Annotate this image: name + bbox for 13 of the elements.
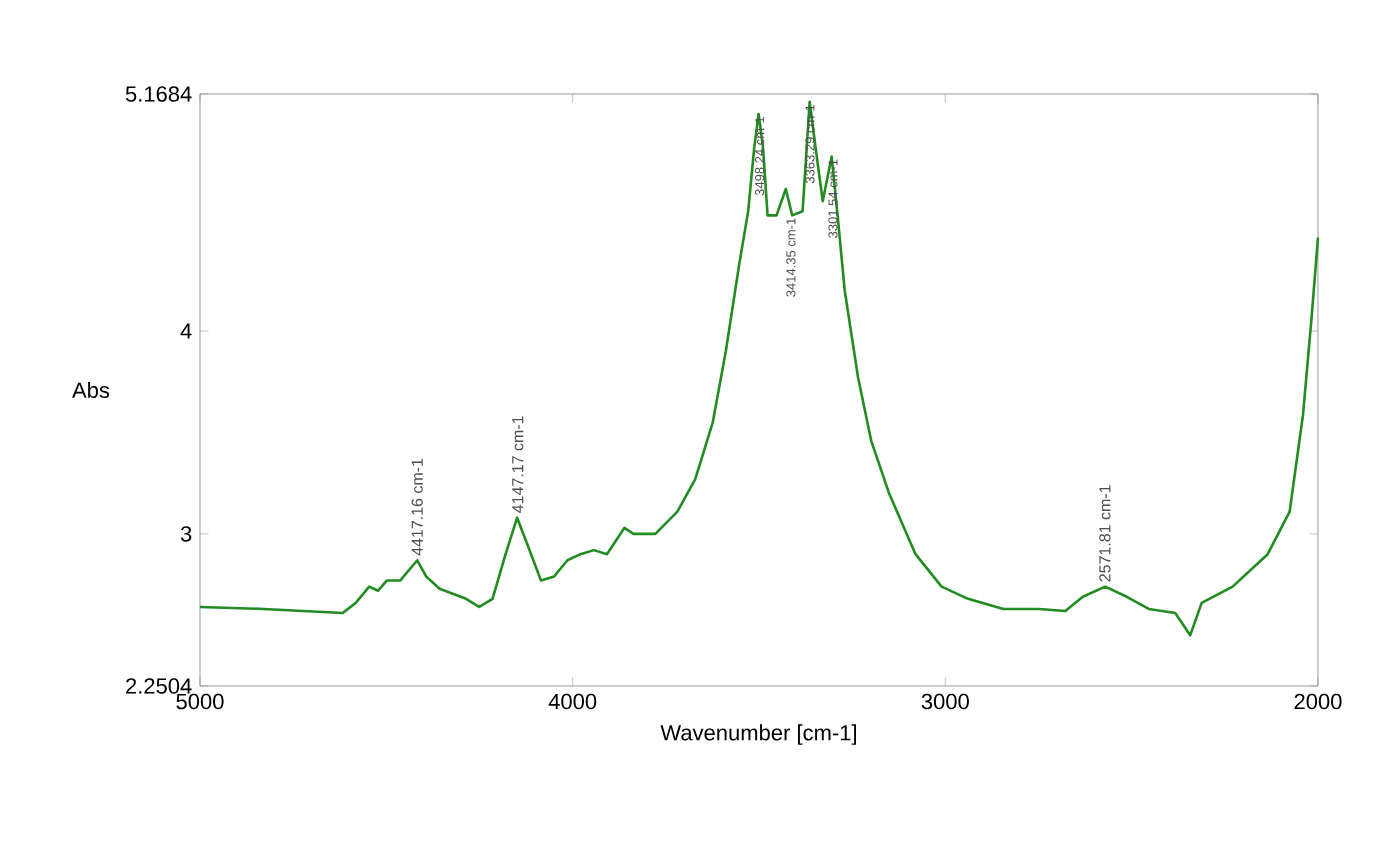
x-tick-label: 3000 bbox=[921, 693, 969, 710]
x-tick-label: 4000 bbox=[548, 693, 597, 710]
y-tick-label: 3 bbox=[180, 526, 192, 542]
annotation: 2571.81 cm-1 bbox=[1099, 485, 1111, 582]
x-tick-label: 2000 bbox=[1294, 693, 1342, 710]
annotation: 4417.16 cm-1 bbox=[411, 458, 423, 556]
x-tick-label: 5000 bbox=[176, 693, 224, 710]
y-tick-label: 2.2504 bbox=[126, 678, 192, 694]
y-tick-label: 5.1684 bbox=[125, 86, 192, 102]
x-axis-title: Wavenumber [cm-1] bbox=[660, 724, 857, 745]
y-tick-label: 4 bbox=[180, 323, 192, 339]
y-axis-title: Abs bbox=[72, 381, 110, 399]
annotation: 4147.17 cm-1 bbox=[512, 416, 524, 513]
